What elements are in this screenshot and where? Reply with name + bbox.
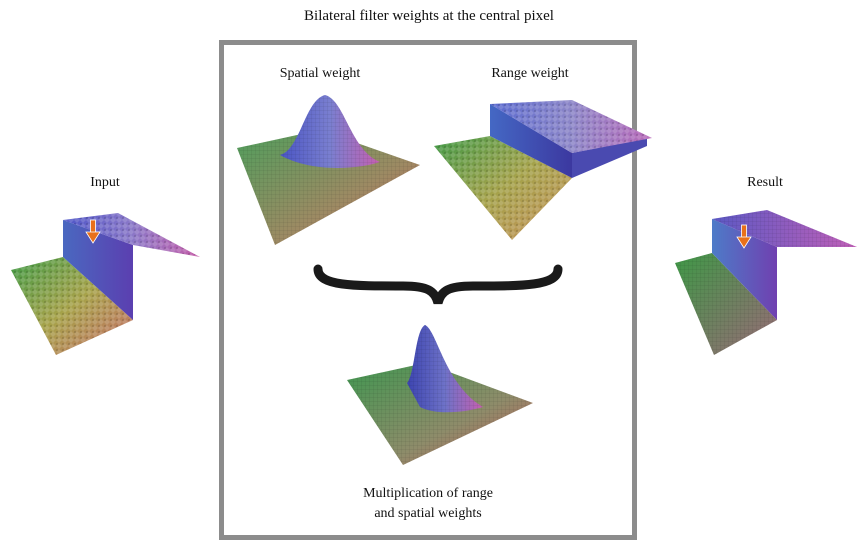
- result-surface: [675, 210, 857, 355]
- product-surface: [347, 325, 533, 465]
- down-arrow-icon: [736, 224, 752, 249]
- spatial-weight-label: Spatial weight: [279, 66, 361, 81]
- down-arrow-icon: [85, 219, 101, 244]
- result-label: Result: [747, 175, 783, 190]
- weights-frame: [219, 40, 637, 540]
- figure-title: Bilateral filter weights at the central …: [304, 8, 554, 24]
- product-caption-line2: and spatial weights: [374, 506, 482, 521]
- input-surface: [11, 213, 200, 355]
- spatial-weight-surface: [237, 95, 420, 245]
- product-caption-line1: Multiplication of range: [363, 486, 493, 501]
- curly-brace-icon: [313, 264, 563, 305]
- product-caption: Multiplication of range and spatial weig…: [219, 484, 637, 524]
- range-weight-surface: [434, 100, 652, 240]
- input-label: Input: [90, 175, 120, 190]
- range-weight-label: Range weight: [491, 66, 569, 81]
